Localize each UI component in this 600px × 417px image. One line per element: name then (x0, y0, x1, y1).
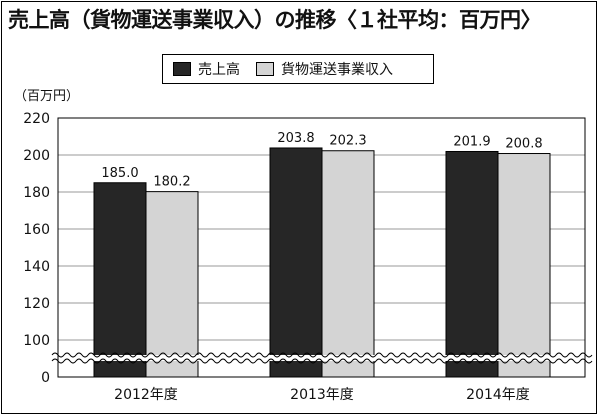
y-tick-label: 160 (23, 222, 50, 238)
data-label: 180.2 (153, 175, 190, 190)
legend-item-freight: 貨物運送事業収入 (256, 59, 393, 79)
y-tick-label: 0 (41, 370, 50, 386)
y-tick-label: 120 (23, 296, 50, 312)
data-label: 185.0 (101, 166, 138, 181)
bar (269, 147, 323, 378)
y-tick-label: 200 (23, 148, 50, 164)
x-tick-label: 2012年度 (114, 387, 178, 403)
data-label: 202.3 (329, 134, 366, 149)
legend-label-freight: 貨物運送事業収入 (281, 62, 393, 78)
bar (497, 153, 551, 378)
axis-break-wave (51, 352, 593, 358)
x-tick-label: 2014年度 (466, 387, 530, 403)
chart-title: 売上高（貨物運送事業収入）の推移〈１社平均：百万円〉 (8, 8, 542, 32)
bar (445, 150, 499, 378)
axis-break-wave (51, 358, 593, 364)
y-tick-label: 140 (23, 259, 50, 275)
data-label: 201.9 (453, 134, 490, 149)
bar (321, 150, 375, 378)
legend-item-sales: 売上高 (173, 59, 240, 79)
data-label: 200.8 (505, 137, 542, 152)
data-label: 203.8 (277, 131, 314, 146)
legend-swatch-sales (173, 62, 191, 76)
legend-label-sales: 売上高 (198, 62, 240, 78)
legend-swatch-freight (256, 62, 274, 76)
bar (145, 191, 199, 378)
y-tick-label: 180 (23, 185, 50, 201)
bar (93, 182, 147, 378)
axis-break-gap (52, 355, 591, 361)
x-tick-label: 2013年度 (290, 387, 354, 403)
y-tick-label: 100 (23, 333, 50, 349)
legend: 売上高 貨物運送事業収入 (162, 54, 434, 84)
plot-area (57, 117, 586, 378)
y-axis-unit: （百万円） (14, 89, 80, 104)
y-tick-label: 220 (23, 111, 50, 127)
